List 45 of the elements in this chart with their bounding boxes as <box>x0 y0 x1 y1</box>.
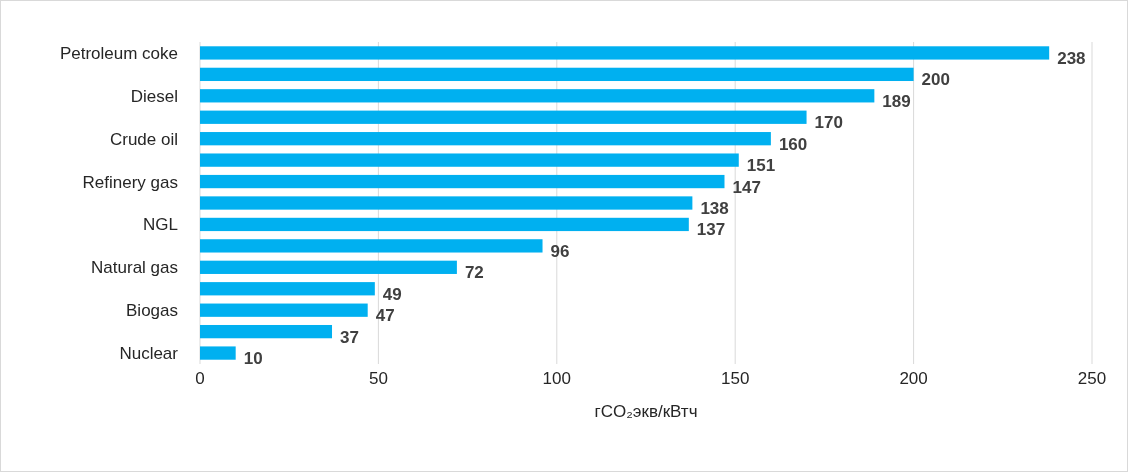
bar <box>200 260 457 274</box>
data-label: 189 <box>882 91 911 111</box>
bar <box>200 67 914 82</box>
data-label: 151 <box>746 156 776 176</box>
bar <box>200 217 689 232</box>
x-tick-label: 100 <box>542 369 571 388</box>
data-label: 238 <box>1057 48 1086 68</box>
data-label: 138 <box>700 199 729 218</box>
data-label: 10 <box>243 349 263 369</box>
x-tick-label: 200 <box>899 369 928 388</box>
bar <box>200 239 543 253</box>
bar <box>200 346 236 360</box>
x-tick-label: 0 <box>195 369 205 388</box>
x-tick-label: 150 <box>721 369 750 388</box>
bar <box>200 46 1050 60</box>
y-tick-label: Petroleum coke <box>59 43 178 63</box>
data-label: 72 <box>464 263 484 283</box>
data-label: 170 <box>814 113 843 133</box>
y-tick-label: Diesel <box>130 86 178 106</box>
y-tick-label: Refinery gas <box>82 172 178 192</box>
data-label: 137 <box>696 220 726 240</box>
data-label: 96 <box>550 241 570 261</box>
y-tick-label: Natural gas <box>91 258 178 278</box>
bar <box>200 153 739 167</box>
data-label: 47 <box>375 306 395 326</box>
x-tick-label: 250 <box>1077 369 1107 388</box>
bar <box>200 89 875 103</box>
y-tick-label: Crude oil <box>109 129 178 149</box>
y-tick-label: Biogas <box>126 301 178 321</box>
x-tick-label: 50 <box>368 369 388 388</box>
data-label: 37 <box>340 327 359 347</box>
bar <box>200 196 693 210</box>
bar <box>200 303 368 317</box>
data-label: 147 <box>732 177 761 197</box>
bar <box>200 324 333 339</box>
bar <box>200 174 725 189</box>
bar <box>200 282 375 296</box>
x-axis-title: гCO₂экв/кВтч <box>594 402 698 421</box>
y-tick-label: Nuclear <box>119 344 179 364</box>
y-tick-label: NGL <box>143 215 178 235</box>
data-label: 160 <box>778 134 808 154</box>
data-label: 200 <box>921 70 950 90</box>
data-label: 49 <box>382 284 402 304</box>
bar <box>200 110 807 124</box>
bar <box>200 132 771 146</box>
